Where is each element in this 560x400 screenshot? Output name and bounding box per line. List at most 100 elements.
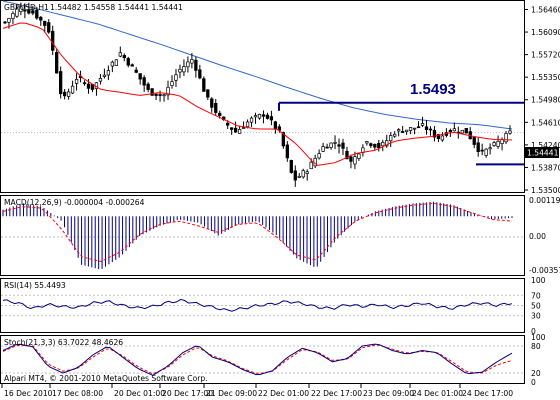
candle-body: [154, 93, 158, 96]
candle-body: [464, 128, 468, 134]
candle-body: [420, 123, 425, 126]
candle-body: [389, 135, 393, 142]
time-tick-label: 17 Dec 08:00: [52, 389, 103, 398]
candle-body: [305, 171, 309, 174]
candle-body: [31, 10, 35, 14]
candle-body: [7, 18, 11, 23]
stoch-tick-label: 80: [531, 342, 541, 351]
price-tick-label: 1.56460: [531, 5, 560, 14]
time-tick-label: 16 Dec 2010: [4, 389, 53, 398]
candle-body: [233, 127, 238, 133]
candle-body: [55, 52, 59, 74]
rsi-tick-label: 30: [531, 312, 541, 321]
candle-body: [273, 121, 278, 129]
candle-body: [504, 133, 508, 143]
stoch-signal-line: [2, 344, 513, 375]
price-tick-label: 1.53500: [531, 186, 560, 195]
candle-body: [325, 146, 329, 149]
time-tick-label: 22 Dec 17:00: [311, 389, 362, 398]
rsi-tick-label: 100: [531, 276, 546, 285]
candle-body: [19, 6, 23, 12]
price-tick-label: 1.54610: [531, 118, 560, 127]
candle-body: [261, 114, 266, 117]
candle-body: [265, 114, 270, 119]
candle-body: [508, 130, 512, 134]
candle-body: [170, 81, 174, 86]
candle-body: [412, 127, 417, 130]
time-tick-label: 24 Dec 17:00: [462, 389, 513, 398]
macd-tick-zero: 0.00: [529, 232, 546, 241]
candle-body: [47, 22, 51, 33]
candle-body: [214, 102, 218, 113]
candle-body: [174, 74, 178, 81]
candle-body: [269, 116, 274, 121]
stoch-main-line: [2, 343, 513, 376]
candle-body: [440, 135, 445, 141]
candle-body: [369, 143, 373, 147]
candle-body: [122, 55, 126, 59]
candle-body: [285, 144, 289, 159]
candle-body: [480, 149, 484, 152]
candle-body: [381, 142, 385, 147]
candle-body: [162, 94, 166, 97]
rsi-line: [2, 298, 513, 312]
candle-body: [15, 8, 19, 17]
candle-body: [281, 132, 285, 147]
candle-body: [130, 64, 134, 67]
candle-body: [428, 128, 433, 131]
candle-body: [51, 30, 55, 51]
candle-body: [249, 117, 254, 123]
macd-title: MACD(12,26,9) -0.000004 -0.000264: [4, 198, 145, 207]
candle-body: [114, 59, 118, 66]
price-tick-label: 1.54980: [531, 96, 560, 105]
candle-body: [134, 69, 138, 73]
price-tick-label: 1.53870: [531, 163, 560, 172]
candle-body: [424, 126, 429, 130]
candle-body: [158, 94, 162, 96]
candle-body: [436, 134, 441, 140]
candle-body: [293, 170, 297, 181]
candle-body: [86, 83, 91, 89]
candle-body: [237, 129, 242, 134]
stoch-title: Stoch(21,3,3) 63.7022 48.4626: [4, 338, 123, 347]
candle-body: [106, 70, 111, 76]
candle-body: [74, 79, 79, 84]
level-annotation: 1.5493: [410, 81, 456, 98]
candle-body: [496, 140, 500, 147]
stoch-tick-label: 0: [531, 378, 536, 387]
current-price-box: [525, 147, 559, 158]
candle-body: [484, 148, 488, 156]
macd-tick-bottom: -0.00357: [529, 266, 560, 275]
current-price-label: 1.54441: [527, 149, 559, 158]
candle-body: [202, 78, 206, 92]
copyright-text: Alpari MT4, © 2001-2010 MetaQuotes Softw…: [4, 374, 208, 383]
candle-body: [289, 160, 293, 173]
fast-moving-average-line: [2, 22, 513, 166]
candle-body: [432, 129, 437, 138]
candle-body: [476, 142, 480, 152]
candle-body: [297, 175, 301, 178]
candle-body: [98, 78, 103, 82]
macd-pane[interactable]: [0, 195, 525, 276]
price-pane[interactable]: [0, 0, 525, 193]
candle-body: [373, 143, 377, 148]
candle-body: [337, 144, 341, 147]
candle-body: [3, 21, 7, 24]
candle-body: [102, 74, 107, 77]
ohlc-readout: 1.54482 1.54558 1.54441 1.54441: [50, 3, 183, 12]
candle-body: [226, 122, 230, 126]
candle-body: [452, 128, 456, 132]
candle-body: [146, 83, 150, 90]
macd-tick-top: 0.001191: [529, 196, 560, 205]
candle-body: [333, 142, 337, 144]
symbol-title: GBPUSD,H1: [4, 3, 49, 12]
candle-body: [357, 153, 361, 159]
price-tick-label: 1.54240: [531, 141, 560, 150]
candle-body: [317, 153, 321, 159]
candle-body: [377, 142, 381, 149]
candle-body: [182, 66, 186, 73]
stoch-tick-label: 100: [531, 333, 546, 342]
